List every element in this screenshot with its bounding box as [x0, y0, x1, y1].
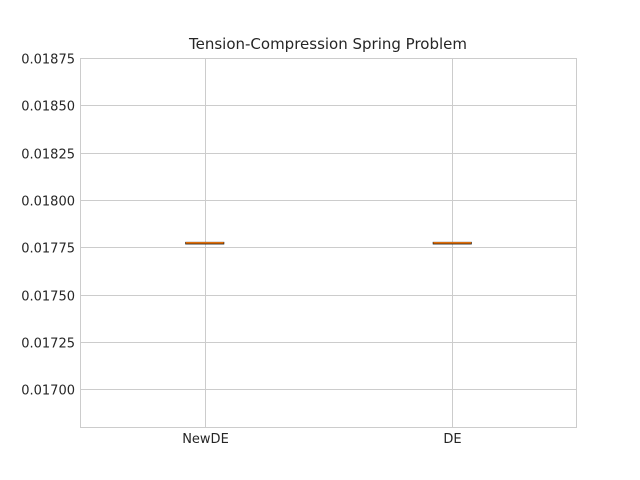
x-tick-labels: NewDE DE	[182, 432, 461, 447]
grid-layer	[81, 58, 576, 427]
y-tick-label: 0.01850	[21, 100, 75, 115]
box-layer	[185, 241, 472, 245]
y-tick-label: 0.01725	[21, 337, 75, 352]
y-tick-labels: 0.01700 0.01725 0.01750 0.01775 0.01800 0.018…	[21, 53, 75, 399]
y-tick-label: 0.01750	[21, 290, 75, 305]
x-tick-label: DE	[443, 432, 461, 447]
y-tick-label: 0.01775	[21, 242, 75, 257]
y-tick-label: 0.01800	[21, 195, 75, 210]
y-tick-label: 0.01700	[21, 384, 75, 399]
y-tick-label: 0.01825	[21, 148, 75, 163]
plot-frame	[80, 58, 577, 428]
x-tick-label: NewDE	[182, 432, 229, 447]
y-tick-label: 0.01875	[21, 53, 75, 68]
chart-title: Tension-Compression Spring Problem	[188, 35, 467, 53]
